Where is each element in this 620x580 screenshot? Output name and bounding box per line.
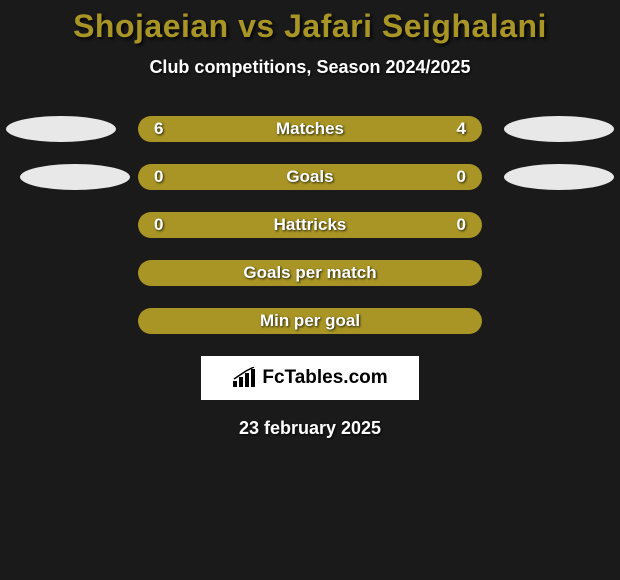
stat-row: Goals per match <box>0 260 620 286</box>
stat-label: Goals per match <box>243 263 376 283</box>
stat-bar: 6 Matches 4 <box>138 116 482 142</box>
stat-left-value: 6 <box>154 119 163 139</box>
stat-row: 0 Goals 0 <box>0 164 620 190</box>
left-ellipse <box>20 164 130 190</box>
stat-right-value: 0 <box>457 167 466 187</box>
stat-bar: 0 Hattricks 0 <box>138 212 482 238</box>
stat-label: Matches <box>276 119 344 139</box>
stat-left-value: 0 <box>154 167 163 187</box>
stat-row: 0 Hattricks 0 <box>0 212 620 238</box>
page-title: Shojaeian vs Jafari Seighalani <box>0 8 620 45</box>
stat-row: 6 Matches 4 <box>0 116 620 142</box>
stat-label: Hattricks <box>274 215 347 235</box>
logo-text: FcTables.com <box>262 367 387 389</box>
right-ellipse <box>504 116 614 142</box>
stats-area: 6 Matches 4 0 Goals 0 0 Hattricks 0 Goals per mat… <box>0 116 620 334</box>
stat-bar: Goals per match <box>138 260 482 286</box>
subtitle: Club competitions, Season 2024/2025 <box>0 57 620 78</box>
stat-right-value: 4 <box>457 119 466 139</box>
logo: FcTables.com <box>232 367 387 389</box>
stat-label: Min per goal <box>260 311 360 331</box>
stat-right-value: 0 <box>457 215 466 235</box>
bar-chart-icon <box>232 367 258 389</box>
stat-left-value: 0 <box>154 215 163 235</box>
left-ellipse <box>6 116 116 142</box>
right-ellipse <box>504 164 614 190</box>
comparison-infographic: Shojaeian vs Jafari Seighalani Club comp… <box>0 0 620 439</box>
stat-bar: 0 Goals 0 <box>138 164 482 190</box>
stat-bar: Min per goal <box>138 308 482 334</box>
stat-row: Min per goal <box>0 308 620 334</box>
logo-box: FcTables.com <box>201 356 419 400</box>
stat-label: Goals <box>286 167 333 187</box>
date-label: 23 february 2025 <box>0 418 620 439</box>
